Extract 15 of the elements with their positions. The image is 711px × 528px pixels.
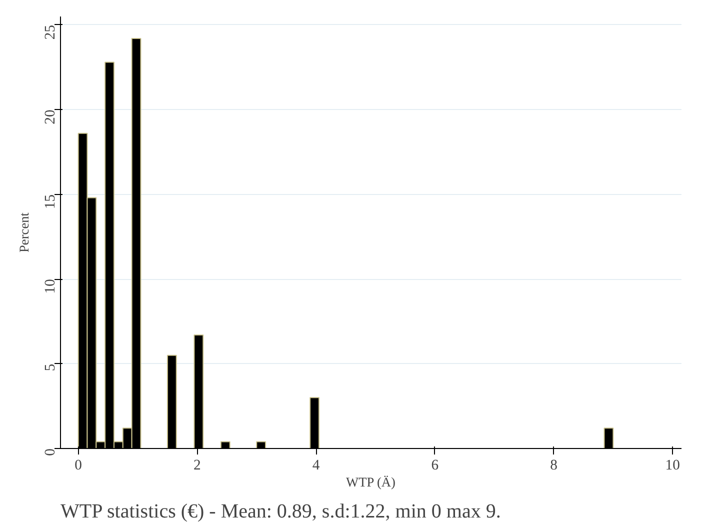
y-tick-label: 20 <box>42 110 58 124</box>
y-tick-label: 15 <box>42 194 58 210</box>
y-tick-label: 5 <box>42 364 58 372</box>
x-tick-label: 8 <box>550 458 558 474</box>
x-axis-title: WTP (Ä) <box>346 474 396 490</box>
x-tick-label: 10 <box>665 458 680 474</box>
y-tick-label: 10 <box>42 279 58 294</box>
y-tick-label: 0 <box>42 448 58 456</box>
x-tick-label: 6 <box>431 458 439 474</box>
x-tick-label: 0 <box>74 458 82 474</box>
text: WTP statistics (€) - Mean: 0.89, s.d:1.22, min 0 max 9. <box>60 500 501 522</box>
x-tick-label: 4 <box>312 458 320 474</box>
y-axis-title: Percent <box>16 212 32 252</box>
x-tick-label: 2 <box>194 458 201 474</box>
y-tick-label: 25 <box>42 24 58 40</box>
